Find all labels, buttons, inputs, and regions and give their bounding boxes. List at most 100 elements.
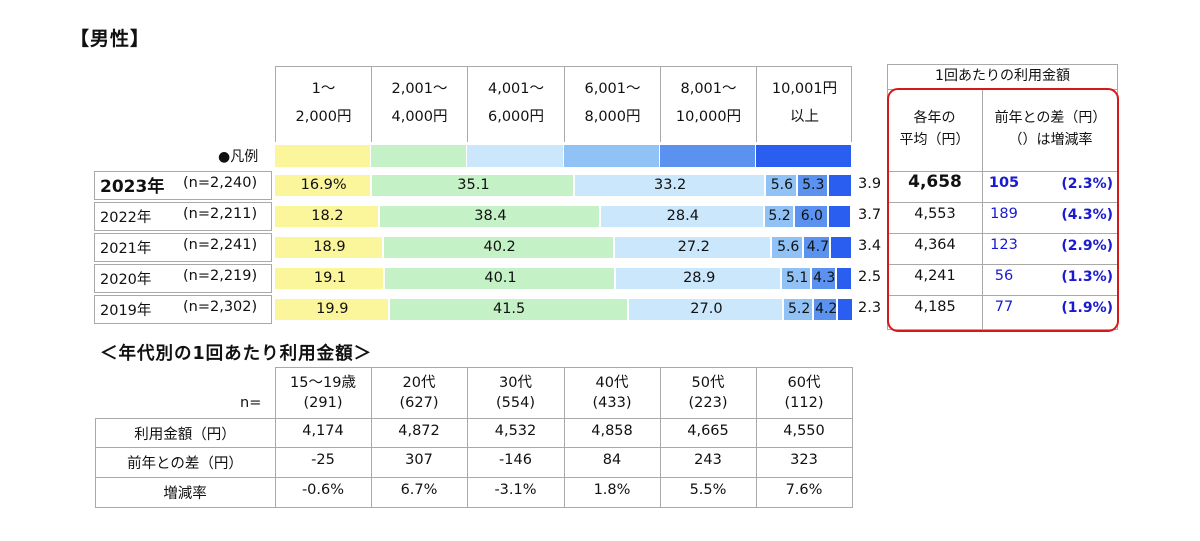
- header-col-range-end: 4,000円: [391, 109, 448, 125]
- row-year-label: 2021年: [100, 241, 152, 257]
- header-col-1: 1～ 2,000円: [275, 66, 371, 142]
- bar-segment-2: [383, 237, 614, 258]
- age-column-header: 60代: [787, 375, 821, 391]
- bar-segment-3: [615, 268, 781, 289]
- header-col-range-end: 2,000円: [295, 109, 352, 125]
- bar-segment-1: [275, 237, 382, 258]
- legend-swatch-5: [660, 145, 755, 167]
- age-table-hline: [95, 447, 853, 448]
- bar-segment-2: [389, 299, 627, 320]
- age-table-value: 5.5%: [689, 482, 727, 498]
- age-column-header: 20代: [402, 375, 436, 391]
- bar-segment-2: [372, 175, 573, 196]
- age-table-value: -146: [499, 452, 532, 468]
- bar-value-label: 18.9: [313, 239, 346, 255]
- header-col-range-start: 10,001円: [771, 81, 838, 97]
- bar-value-label: 18.2: [311, 208, 344, 224]
- bar-segment-4: [764, 206, 793, 227]
- header-col-4: 6,001～ 8,000円: [564, 66, 660, 142]
- age-table-hline: [95, 507, 853, 508]
- row-label-frame: [94, 202, 272, 231]
- age-table-value: 4,550: [783, 423, 825, 439]
- bar-value-label: 28.4: [666, 208, 699, 224]
- age-row-label: 増減率: [163, 486, 207, 502]
- age-table-value: 323: [790, 452, 818, 468]
- bar-segment-4: [782, 268, 810, 289]
- bar-segment-5: [794, 206, 828, 227]
- age-table-hline: [95, 477, 853, 478]
- bar-segment-4: [784, 299, 813, 320]
- bar-segment-1: [275, 206, 378, 227]
- age-table-value: 4,872: [398, 423, 440, 439]
- bar-value-label: 35.1: [457, 177, 490, 193]
- bar-value-label: 28.9: [683, 270, 716, 286]
- bar-segment-3: [601, 206, 763, 227]
- legend-swatch-1: [275, 145, 370, 167]
- right-table-row-rule: [887, 233, 1118, 234]
- age-column-n: (433): [592, 395, 632, 411]
- bar-segment-6: [828, 175, 851, 196]
- age-column-n: (112): [784, 395, 824, 411]
- page-title: 【男性】: [70, 28, 151, 50]
- average-value: 4,241: [914, 268, 956, 284]
- bar-value-label: 19.9: [316, 301, 349, 317]
- header-col-range-start: 8,001～: [680, 81, 737, 97]
- difference-value: 77: [994, 299, 1014, 315]
- change-rate-value: (1.9%): [1061, 300, 1113, 316]
- bar-value-label: 6.0: [800, 208, 823, 224]
- bar-value-label: 5.6: [777, 239, 800, 255]
- header-col-range-end: 6,000円: [487, 109, 544, 125]
- bar-value-label: 5.6: [770, 177, 793, 193]
- age-table-value: 4,532: [494, 423, 537, 439]
- header-col-range-start: 4,001～: [487, 81, 544, 97]
- change-rate-value: (1.3%): [1061, 269, 1113, 285]
- age-table-vline: [275, 367, 276, 507]
- legend-swatch-2: [371, 145, 466, 167]
- average-value: 4,364: [914, 237, 956, 253]
- age-column-header: 15～19歳: [290, 375, 356, 391]
- row-label-frame: [94, 295, 272, 324]
- age-column-n: (554): [496, 395, 535, 411]
- age-table-value: 7.6%: [785, 482, 823, 498]
- row-year-label: 2023年: [100, 177, 165, 197]
- bar-segment-5: [814, 299, 837, 320]
- legend-swatch-4: [564, 145, 659, 167]
- header-col-range-start: 1～: [311, 81, 336, 97]
- age-table-value: 4,174: [302, 423, 344, 439]
- bar-segment-1: [275, 268, 384, 289]
- header-col-range-end: 以上: [790, 109, 819, 125]
- bar-value-label: 38.4: [474, 208, 507, 224]
- age-table-vline: [95, 418, 96, 507]
- bar-segment-3: [574, 175, 764, 196]
- age-table-value: 4,858: [591, 423, 633, 439]
- row-label-frame: [94, 233, 272, 262]
- legend-swatch-3: [467, 145, 563, 167]
- right-table-divider: [982, 89, 983, 330]
- age-table-hline: [275, 367, 853, 368]
- diff-header-note: （）は増減率: [1008, 132, 1093, 148]
- bar-value-label: 5.2: [788, 301, 811, 317]
- age-table-title: ＜年代別の1回あたり利用金額＞: [100, 344, 373, 364]
- header-col-6: 10,001円 以上: [756, 66, 852, 142]
- row-sample-size: (n=2,302): [183, 299, 258, 315]
- right-table-row-rule: [887, 171, 1118, 172]
- legend-swatch-6: [756, 145, 851, 167]
- right-table-header: 1回あたりの利用金額: [935, 68, 1070, 84]
- header-col-5: 8,001～ 10,000円: [660, 66, 756, 142]
- row-label-frame: [94, 171, 272, 200]
- age-table-value: 1.8%: [593, 482, 631, 498]
- age-table-value: 307: [405, 452, 433, 468]
- age-table-hline: [95, 418, 853, 419]
- bar-segment-2: [379, 206, 599, 227]
- difference-value: 123: [990, 237, 1018, 253]
- bar-value-label: 41.5: [492, 301, 526, 317]
- bar-segment-6: [829, 206, 851, 227]
- change-rate-value: (4.3%): [1061, 207, 1113, 223]
- bar-value-label: 3.9: [858, 176, 882, 192]
- row-sample-size: (n=2,211): [183, 206, 258, 222]
- header-right-rule: [851, 66, 852, 142]
- bar-value-label: 33.2: [653, 177, 687, 193]
- row-year-label: 2019年: [100, 303, 152, 319]
- avg-header-unit: 平均（円）: [899, 132, 970, 148]
- row-year-label: 2020年: [100, 272, 152, 288]
